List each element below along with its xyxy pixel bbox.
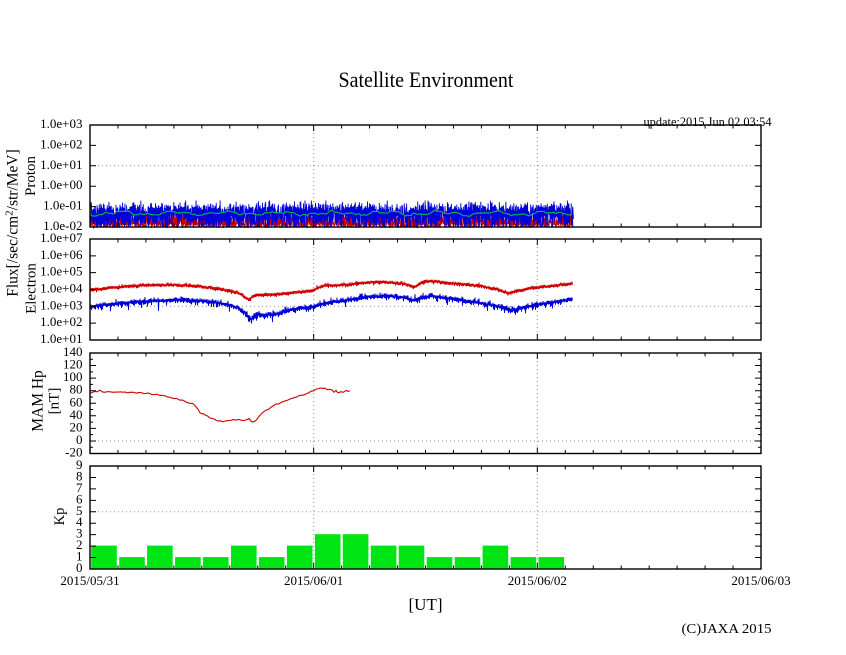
svg-text:[nT]: [nT] [47, 388, 63, 415]
svg-text:1.0e+00: 1.0e+00 [40, 177, 82, 192]
svg-text:1.0e-02: 1.0e-02 [43, 218, 82, 233]
svg-text:Satellite Environment: Satellite Environment [339, 67, 514, 92]
svg-text:60: 60 [70, 394, 83, 409]
svg-text:1: 1 [76, 549, 83, 564]
svg-text:2015/06/03: 2015/06/03 [731, 573, 790, 588]
svg-text:0: 0 [76, 560, 83, 575]
svg-text:9: 9 [76, 457, 83, 472]
svg-text:1.0e+01: 1.0e+01 [40, 331, 82, 346]
svg-text:2: 2 [76, 537, 83, 552]
svg-text:2015/05/31: 2015/05/31 [60, 573, 119, 588]
svg-text:1.0e+05: 1.0e+05 [40, 264, 82, 279]
svg-text:1.0e+02: 1.0e+02 [40, 314, 82, 329]
svg-text:6: 6 [76, 491, 83, 506]
svg-text:8: 8 [76, 468, 83, 483]
svg-text:1.0e+07: 1.0e+07 [40, 230, 83, 245]
svg-text:80: 80 [70, 382, 83, 397]
svg-text:2015/06/01: 2015/06/01 [284, 573, 343, 588]
svg-text:5: 5 [76, 503, 83, 518]
svg-text:update:2015 Jun 02 03:54: update:2015 Jun 02 03:54 [644, 114, 772, 129]
svg-text:140: 140 [63, 344, 83, 359]
svg-text:2015/06/02: 2015/06/02 [508, 573, 567, 588]
svg-text:Electron: Electron [24, 263, 40, 314]
svg-text:(C)JAXA 2015: (C)JAXA 2015 [682, 622, 772, 637]
svg-text:1.0e+03: 1.0e+03 [40, 116, 82, 131]
svg-text:40: 40 [70, 407, 83, 422]
svg-text:-20: -20 [65, 445, 82, 460]
svg-text:Flux[/sec/cm2/str/MeV]: Flux[/sec/cm2/str/MeV] [4, 149, 22, 297]
svg-text:Proton: Proton [23, 156, 39, 197]
svg-text:0: 0 [76, 432, 83, 447]
svg-text:100: 100 [63, 369, 83, 384]
svg-text:1.0e+01: 1.0e+01 [40, 157, 82, 172]
svg-text:20: 20 [70, 419, 83, 434]
svg-text:MAM Hp: MAM Hp [30, 370, 47, 432]
svg-text:1.0e+03: 1.0e+03 [40, 297, 82, 312]
svg-text:Kp: Kp [52, 508, 68, 526]
svg-text:1.0e+06: 1.0e+06 [40, 247, 83, 262]
svg-text:7: 7 [76, 480, 83, 495]
svg-text:1.0e-01: 1.0e-01 [43, 198, 82, 213]
svg-text:1.0e+04: 1.0e+04 [40, 281, 83, 296]
svg-text:[UT]: [UT] [409, 595, 443, 614]
svg-text:1.0e+02: 1.0e+02 [40, 136, 82, 151]
svg-text:3: 3 [76, 526, 83, 541]
svg-text:120: 120 [63, 357, 83, 372]
svg-text:4: 4 [76, 514, 83, 529]
